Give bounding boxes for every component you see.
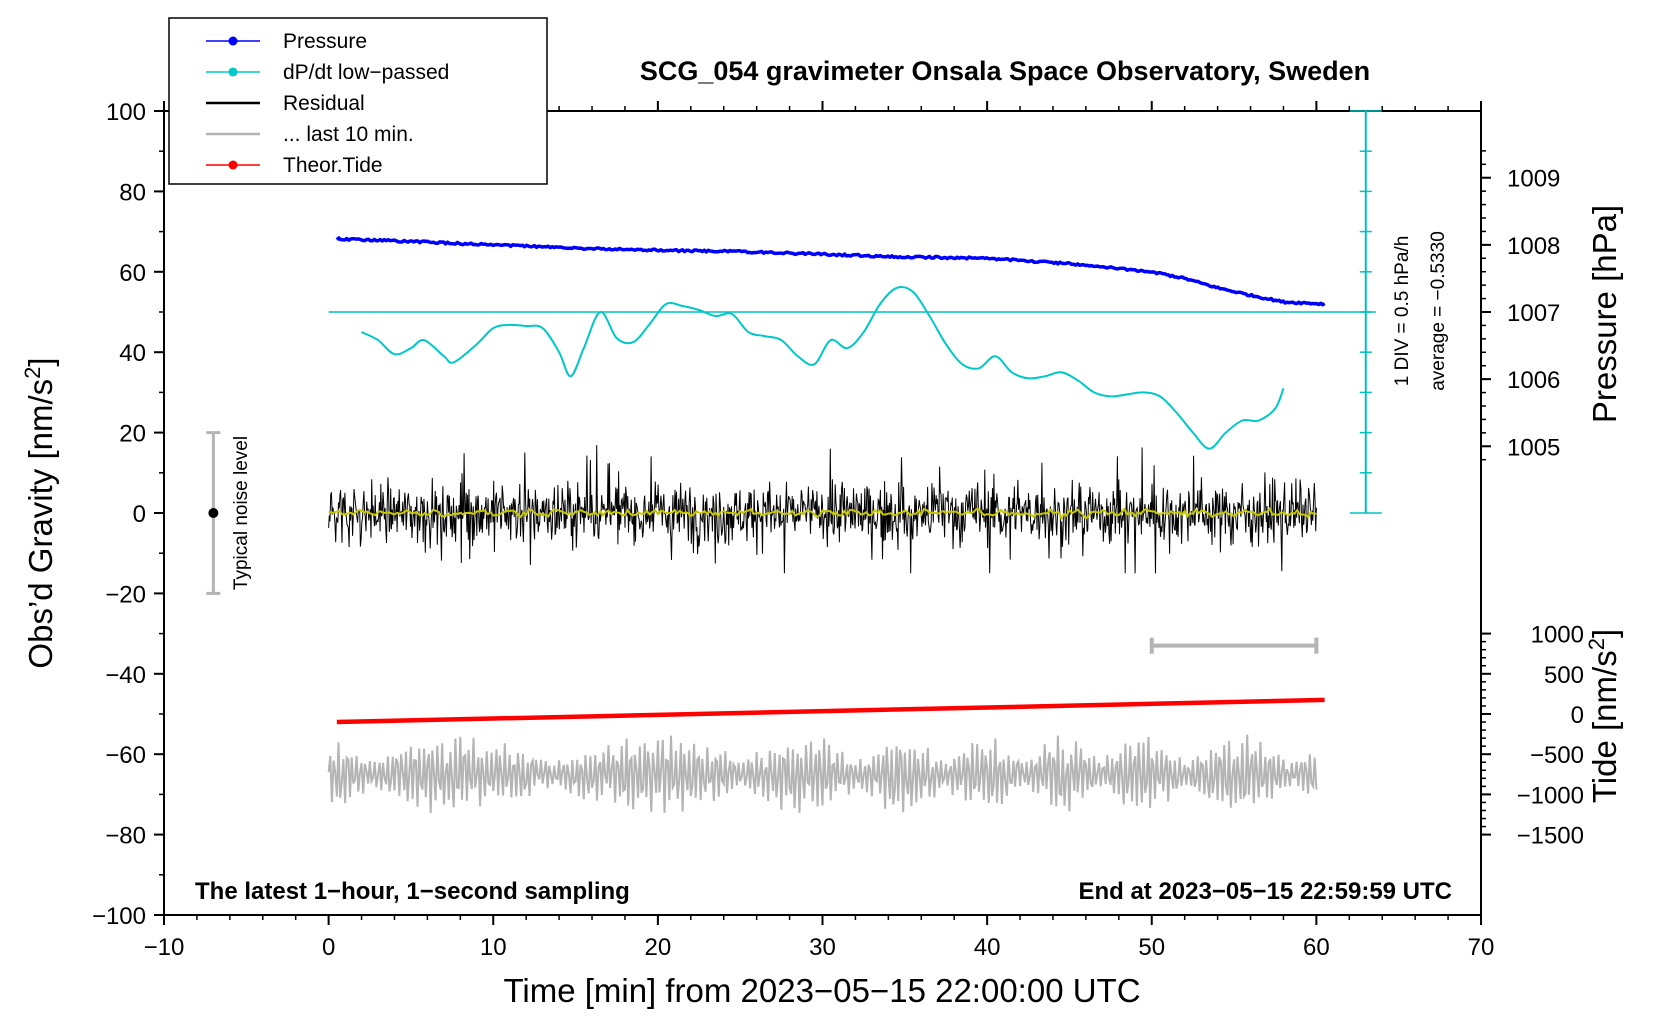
noise-bar-center-dot (208, 508, 219, 518)
scale-average-label: average = −0.5330 (1428, 231, 1449, 391)
x-tick-label: 20 (645, 934, 672, 961)
tide-tick-label: 1000 (1531, 622, 1584, 649)
legend-label-residual: Residual (283, 92, 365, 115)
y-tick-label: 40 (119, 340, 146, 367)
tide-tick-label: −500 (1530, 742, 1584, 769)
y-tick-label: −60 (105, 742, 146, 769)
legend-label-pressure: Pressure (283, 30, 367, 53)
tide-series-line (336, 697, 1325, 725)
y-tick-label: −20 (105, 581, 146, 608)
y-axis-title-tide: Tide [nm/s2] (1584, 629, 1623, 803)
x-axis-title: Time [min] from 2023−05−15 22:00:00 UTC (503, 972, 1140, 1009)
y-axis-title-gravity-end: ] (22, 357, 59, 366)
x-tick-label: 30 (809, 934, 836, 961)
y-axis-pressure: 1005 1006 1007 1008 1009 (1481, 150, 1560, 461)
noise-level-label: Typical noise level (231, 436, 252, 590)
legend-label-tide: Theor.Tide (283, 154, 383, 177)
legend-swatch-marker (228, 160, 238, 170)
pressure-tick-label: 1006 (1507, 367, 1560, 394)
y-tick-label: 100 (106, 99, 146, 126)
pressure-tick-label: 1007 (1507, 300, 1560, 327)
pressure-tick-label: 1008 (1507, 233, 1560, 260)
x-tick-label: 0 (322, 934, 335, 961)
pressure-series-line (335, 236, 1326, 307)
legend-label-last10: ... last 10 min. (283, 123, 414, 146)
y-tick-label: −100 (92, 903, 146, 930)
y-tick-label: 60 (119, 260, 146, 287)
legend: Pressure dP/dt low−passed Residual ... l… (168, 17, 548, 185)
y-axis-tide: −1500 −1000 −500 0 500 1000 (1481, 622, 1584, 850)
residual-series-line (328, 445, 1317, 574)
y-axis-title-pressure: Pressure [hPa] (1586, 205, 1623, 423)
y-axis-gravity: −100 −80 −60 −40 −20 0 20 40 60 80 100 (92, 99, 164, 930)
residual-smoothed-line (328, 507, 1317, 521)
tide-tick-label: 0 (1571, 702, 1584, 729)
y-tick-label: −40 (105, 662, 146, 689)
y-axis-title-gravity-main: Obs’d Gravity [nm/s (22, 379, 59, 669)
chart-title: SCG_054 gravimeter Onsala Space Observat… (640, 56, 1370, 86)
y-axis-title-tide-main: Tide [nm/s (1586, 650, 1623, 803)
y-axis-title-gravity-sup: 2 (20, 367, 45, 379)
x-tick-label: 40 (974, 934, 1001, 961)
legend-swatch-marker (228, 36, 238, 46)
legend-label-dpdt: dP/dt low−passed (283, 61, 449, 84)
x-axis: −10 0 10 20 30 40 50 60 70 (144, 101, 1495, 961)
legend-box (168, 17, 548, 185)
dpdt-series-line (361, 286, 1285, 450)
x-tick-label: 70 (1468, 934, 1495, 961)
legend-swatch-marker (228, 67, 238, 77)
pressure-tick-label: 1009 (1507, 166, 1560, 193)
x-tick-label: 60 (1303, 934, 1330, 961)
scale-div-label: 1 DIV = 0.5 hPa/h (1392, 236, 1413, 387)
y-axis-title-tide-end: ] (1586, 629, 1623, 638)
x-tick-label: 10 (480, 934, 507, 961)
x-tick-label: 50 (1138, 934, 1165, 961)
y-tick-label: 20 (119, 421, 146, 448)
y-axis-title-gravity: Obs’d Gravity [nm/s2] (20, 357, 59, 668)
series-layer (206, 110, 1382, 814)
y-tick-label: −80 (105, 823, 146, 850)
last-10-min-series-line (327, 734, 1318, 814)
tide-tick-label: −1500 (1517, 823, 1584, 850)
note-sampling: The latest 1−hour, 1−second sampling (195, 878, 630, 905)
x-tick-label: −10 (144, 934, 185, 961)
y-tick-label: 0 (133, 501, 146, 528)
y-tick-label: 80 (119, 179, 146, 206)
tide-tick-label: −1000 (1517, 782, 1584, 809)
tide-tick-label: 500 (1544, 662, 1584, 689)
pressure-tick-label: 1005 (1507, 434, 1560, 461)
note-end-time: End at 2023−05−15 22:59:59 UTC (1078, 878, 1452, 905)
y-axis-title-tide-sup: 2 (1584, 638, 1609, 650)
